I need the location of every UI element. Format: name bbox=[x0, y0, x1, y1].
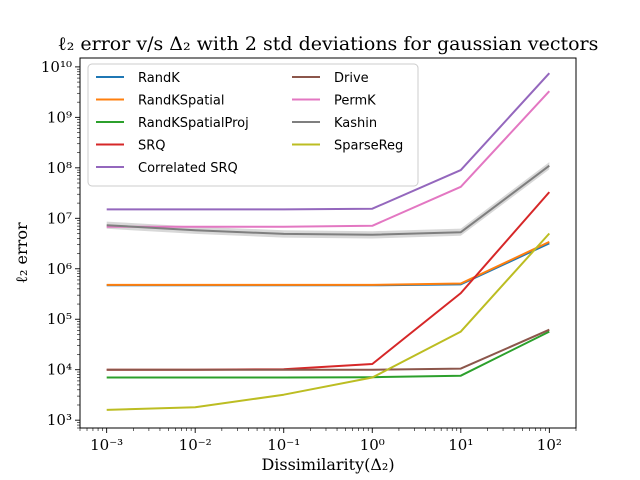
legend-label-randkspatial: RandKSpatial bbox=[138, 94, 225, 109]
legend-label-kashin: Kashin bbox=[334, 116, 377, 131]
plot-area: 10⁻³ 10⁻² 10⁻¹ 10⁰ 10¹ 10² 10³ 10⁴ 10⁵ 10⁶ 10⁷ 10⁸ 1… bbox=[41, 57, 577, 454]
y-tick-label: 10⁷ bbox=[47, 209, 72, 227]
series-line-drive bbox=[106, 328, 550, 371]
y-axis-label: ℓ₂ error bbox=[12, 222, 31, 284]
legend-label-randkspatialproj: RandKSpatialProj bbox=[138, 116, 249, 131]
series-line-sparsereg bbox=[106, 232, 551, 411]
y-tick-label: 10⁴ bbox=[47, 361, 72, 379]
y-tick-label: 10³ bbox=[47, 411, 72, 429]
x-tick-label: 10² bbox=[537, 436, 562, 454]
legend-label-randk: RandK bbox=[138, 71, 180, 86]
legend-box bbox=[87, 63, 419, 187]
legend: RandK RandKSpatial RandKSpatialProj SRQ Corr… bbox=[87, 63, 419, 187]
x-tick-label: 10⁻³ bbox=[90, 436, 123, 454]
y-tick-label: 10⁶ bbox=[47, 260, 72, 278]
legend-label-sparsereg: SparseReg bbox=[334, 139, 403, 154]
series-line-kashin bbox=[106, 164, 550, 236]
y-tick-label: 10¹⁰ bbox=[41, 58, 72, 76]
legend-label-srq: SRQ bbox=[138, 139, 166, 154]
chart-title: ℓ₂ error v/s Δ₂ with 2 std deviations fo… bbox=[58, 33, 599, 55]
x-axis-label: Dissimilarity(Δ₂) bbox=[261, 455, 394, 474]
legend-label-correlated-srq: Correlated SRQ bbox=[138, 161, 238, 176]
plot-frame bbox=[79, 57, 577, 429]
y-tick-label: 10⁵ bbox=[47, 310, 72, 328]
legend-label-drive: Drive bbox=[334, 71, 369, 86]
legend-label-permk: PermK bbox=[334, 94, 376, 109]
x-tick-label: 10⁻¹ bbox=[267, 436, 300, 454]
y-tick-label: 10⁹ bbox=[47, 108, 72, 126]
x-tick-label: 10⁰ bbox=[360, 436, 385, 454]
kashin-std-band bbox=[106, 162, 550, 239]
x-tick-label: 10⁻² bbox=[179, 436, 212, 454]
x-tick-label: 10¹ bbox=[448, 436, 473, 454]
series-line-randkspatialproj bbox=[106, 330, 550, 379]
series-line-permk bbox=[106, 90, 551, 228]
y-tick-label: 10⁸ bbox=[47, 159, 72, 177]
series-line-correlated-srq bbox=[106, 72, 551, 211]
